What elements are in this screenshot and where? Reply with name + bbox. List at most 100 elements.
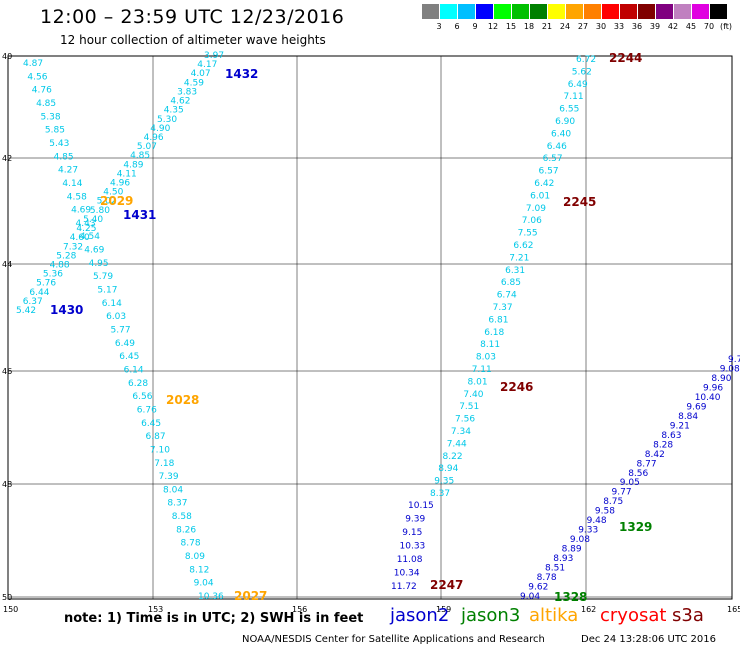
swh-value-2244: 6.85 — [501, 278, 521, 288]
swh-value-1329: 9.58 — [595, 507, 615, 517]
swh-value-1430: 4.43 — [76, 219, 96, 229]
swh-value-2244: 7.51 — [459, 402, 479, 412]
swh-value-1430: 6.45 — [119, 352, 139, 362]
swh-value-1329: 9.77 — [612, 488, 632, 498]
scale-swatch — [674, 4, 692, 19]
swh-value-1430: 6.87 — [146, 432, 166, 442]
track-marks: 3.974.174.074.593.834.624.355.304.904.96… — [16, 51, 740, 604]
swh-value-1430: 8.09 — [185, 552, 205, 562]
pass-label-2029: 2029 — [100, 194, 133, 208]
pass-label-1431: 1431 — [123, 208, 156, 222]
swh-value-1430: 6.28 — [128, 379, 148, 389]
scale-swatch — [602, 4, 620, 19]
swh-value-1430: 8.04 — [163, 485, 183, 495]
lon-label: 159 — [436, 605, 451, 614]
scale-label: 6 — [454, 22, 460, 31]
swh-value-1432: 4.25 — [76, 224, 96, 234]
footer-timestamp: Dec 24 13:28:06 UTC 2016 — [581, 634, 716, 645]
swh-value-2244: 6.57 — [539, 167, 559, 177]
swh-value-2247: 9.39 — [405, 515, 425, 525]
swh-value-2247: 10.33 — [400, 542, 426, 552]
swh-value-1329: 8.63 — [661, 431, 681, 441]
swh-value-1430: 6.49 — [115, 339, 135, 349]
swh-value-2244: 7.55 — [518, 229, 538, 239]
swh-value-1329: 9.04 — [520, 592, 540, 602]
pass-label-1329: 1329 — [619, 520, 652, 534]
swh-value-2244: 6.18 — [484, 328, 504, 338]
scale-swatch — [422, 4, 440, 19]
legend-altika: altika — [529, 605, 579, 626]
swh-value-1329: 10.40 — [695, 393, 721, 403]
swh-value-1430: 5.79 — [93, 272, 113, 282]
swh-value-2244: 6.42 — [534, 179, 554, 189]
swh-value-2244: 7.40 — [463, 390, 483, 400]
swh-value-1432: 5.36 — [43, 270, 63, 280]
swh-value-2244: 8.37 — [430, 489, 450, 499]
swh-value-1329: 8.89 — [562, 545, 582, 555]
swh-value-1432: 5.76 — [36, 279, 56, 289]
swh-value-2244: 6.01 — [530, 191, 550, 201]
swh-value-1432: 5.42 — [16, 306, 36, 316]
swh-value-2244: 6.31 — [505, 266, 525, 276]
swh-value-1430: 8.26 — [176, 525, 196, 535]
swh-value-1329: 8.90 — [711, 374, 731, 384]
pass-label-1328: 1328 — [554, 590, 587, 604]
scale-label: 42 — [667, 22, 679, 31]
lat-label: 46 — [2, 367, 12, 376]
swh-value-1329: 8.42 — [645, 450, 665, 460]
swh-value-1329: 9.21 — [670, 421, 690, 431]
swh-value-2244: 7.44 — [447, 439, 467, 449]
map-title: 12:00 – 23:59 UTC 12/23/2016 — [40, 6, 345, 28]
swh-value-1329: 8.75 — [603, 497, 623, 507]
scale-label: 9 — [472, 22, 478, 31]
swh-value-1329: 9.69 — [686, 402, 706, 412]
scale-label: 39 — [649, 22, 661, 31]
pass-label-2245: 2245 — [563, 195, 596, 209]
pass-label-2246: 2246 — [500, 380, 533, 394]
footer-credit: NOAA/NESDIS Center for Satellite Applica… — [242, 634, 545, 645]
swh-value-1432: 4.07 — [191, 69, 211, 79]
swh-value-1432: 3.83 — [177, 87, 197, 97]
swh-value-1329: 8.78 — [537, 573, 557, 583]
scale-swatch — [458, 4, 476, 19]
pass-label-1432: 1432 — [225, 67, 258, 81]
swh-value-1432: 4.96 — [110, 179, 130, 189]
scale-swatch — [692, 4, 710, 19]
swh-value-1432: 7.32 — [63, 242, 83, 252]
swh-value-1430: 6.76 — [137, 405, 157, 415]
swh-value-1432: 4.88 — [50, 261, 70, 271]
swh-value-1329: 9.48 — [587, 516, 607, 526]
swh-value-1430: 8.12 — [189, 565, 209, 575]
swh-value-1329: 8.93 — [553, 554, 573, 564]
swh-value-1430: 8.78 — [181, 539, 201, 549]
scale-swatch — [548, 4, 566, 19]
map-grid: 40 42 44 46 48 50 150 153 156 159 162 165 — [2, 52, 740, 614]
scale-label: 12 — [487, 22, 499, 31]
scale-label: 70 — [703, 22, 715, 31]
swh-value-2244: 8.22 — [443, 452, 463, 462]
legend-jason3: jason3 — [461, 605, 521, 626]
swh-value-1432: 5.28 — [56, 251, 76, 261]
lon-label: 150 — [3, 605, 18, 614]
legend-cryosat: cryosat — [600, 605, 667, 626]
swh-value-1430: 6.14 — [124, 366, 144, 376]
legend-s3a: s3a — [672, 605, 704, 626]
swh-value-1432: 4.90 — [150, 124, 170, 134]
swh-value-2244: 9.35 — [434, 477, 454, 487]
swh-value-1432: 4.85 — [130, 151, 150, 161]
swh-value-2244: 6.62 — [513, 241, 533, 251]
swh-value-2244: 7.56 — [455, 415, 475, 425]
swh-value-1430: 5.77 — [111, 326, 131, 336]
scale-label: 15 — [505, 22, 517, 31]
swh-value-2244: 6.49 — [568, 80, 588, 90]
map-subtitle: 12 hour collection of altimeter wave hei… — [60, 33, 326, 47]
swh-value-1430: 6.56 — [132, 392, 152, 402]
scale-label: 36 — [631, 22, 643, 31]
swh-value-2244: 7.37 — [493, 303, 513, 313]
lat-label: 42 — [2, 154, 12, 163]
swh-value-1329: 8.77 — [637, 459, 657, 469]
swh-value-2244: 7.06 — [522, 216, 542, 226]
swh-value-1430: 8.37 — [167, 499, 187, 509]
swh-value-1329: 8.84 — [678, 412, 698, 422]
